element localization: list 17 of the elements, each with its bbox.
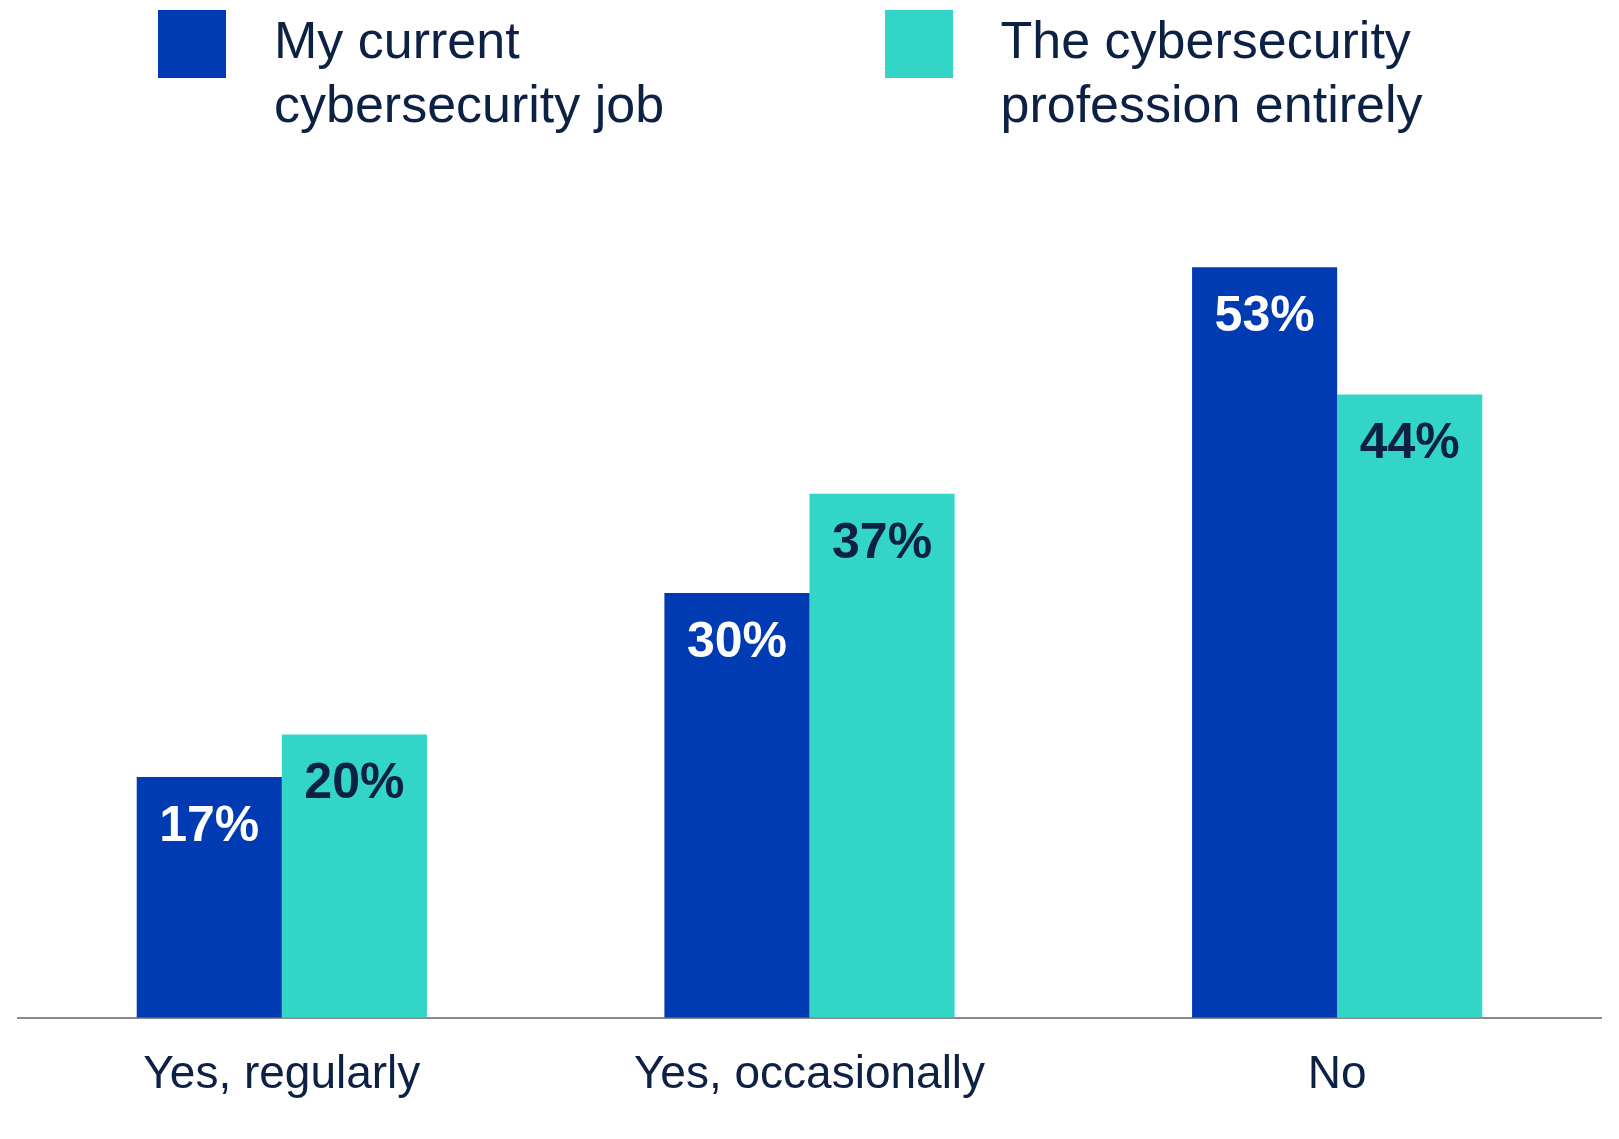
legend-label: The cybersecurity profession entirely — [1000, 10, 1424, 135]
bar — [281, 734, 427, 1018]
legend-label: My current cybersecurity job — [274, 10, 666, 135]
bar — [809, 493, 955, 1018]
bar — [1192, 267, 1338, 1018]
x-tick-label: Yes, regularly — [143, 1046, 421, 1099]
x-tick-label: Yes, occasionally — [633, 1046, 986, 1099]
bar — [1337, 394, 1483, 1018]
data-label: 20% — [304, 753, 405, 810]
data-label: 53% — [1214, 285, 1315, 342]
data-label: 44% — [1359, 413, 1460, 470]
data-label: 37% — [832, 512, 933, 569]
data-label: 30% — [686, 611, 787, 668]
x-tick-label: No — [1307, 1046, 1367, 1099]
bar — [664, 592, 810, 1018]
bar — [136, 777, 282, 1018]
data-label: 17% — [159, 795, 260, 852]
